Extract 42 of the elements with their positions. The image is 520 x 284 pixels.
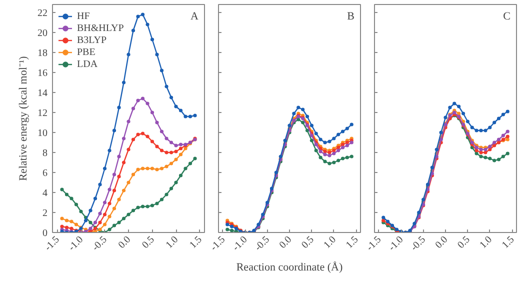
x-tick-label: 0.5: [300, 234, 316, 251]
x-tick-label: 1.0: [478, 234, 494, 251]
y-tick-label: 18: [38, 48, 48, 59]
annotation: B: [347, 10, 355, 22]
annotation: A: [190, 10, 199, 22]
y-tick-label: 14: [38, 88, 48, 99]
x-tick-label: -1.5: [208, 234, 228, 254]
legend-label: LDA: [77, 58, 98, 70]
x-tick-label: 0.5: [456, 234, 472, 251]
x-tick-label: 1.5: [188, 234, 204, 251]
x-tick-label: 1.0: [322, 234, 338, 251]
legend-label: BH&HLYP: [77, 22, 124, 34]
x-tick-label: -1.0: [66, 234, 86, 254]
annotation: C: [503, 10, 511, 22]
y-tick-label: 10: [38, 128, 48, 139]
x-tick-label: 1.0: [164, 234, 181, 251]
y-tick-label: 6: [42, 168, 48, 179]
x-tick-label: 0.5: [140, 234, 157, 251]
legend-label: PBE: [77, 46, 96, 58]
y-tick-label: 2: [42, 208, 48, 219]
x-tick-label: 1.5: [500, 234, 517, 251]
y-tick-label: 22: [38, 8, 48, 19]
legend-label: B3LYP: [77, 34, 107, 46]
x-axis-title: Reaction coordinate (Å): [236, 260, 343, 274]
x-tick-label: 0.0: [277, 234, 294, 251]
x-tick-label: 0.0: [433, 234, 450, 251]
y-tick-label: 20: [38, 28, 48, 39]
y-axis-title: Relative energy (kcal mol⁻¹): [18, 56, 30, 181]
x-tick-label: 0.0: [116, 234, 134, 251]
y-tick-label: 16: [38, 68, 48, 79]
legend-label: HF: [77, 10, 91, 22]
y-tick-label: 0: [42, 228, 48, 239]
x-tick-label: -0.5: [90, 234, 110, 254]
x-tick-label: -0.5: [408, 234, 428, 254]
y-tick-label: 12: [38, 108, 48, 119]
x-tick-label: -0.5: [252, 234, 272, 254]
x-tick-label: 1.5: [344, 234, 361, 251]
y-tick-label: 4: [42, 188, 48, 199]
x-tick-label: -1.0: [230, 234, 250, 254]
x-tick-label: -1.0: [386, 234, 406, 254]
y-tick-label: 8: [42, 148, 48, 159]
x-tick-label: -1.5: [364, 234, 384, 254]
